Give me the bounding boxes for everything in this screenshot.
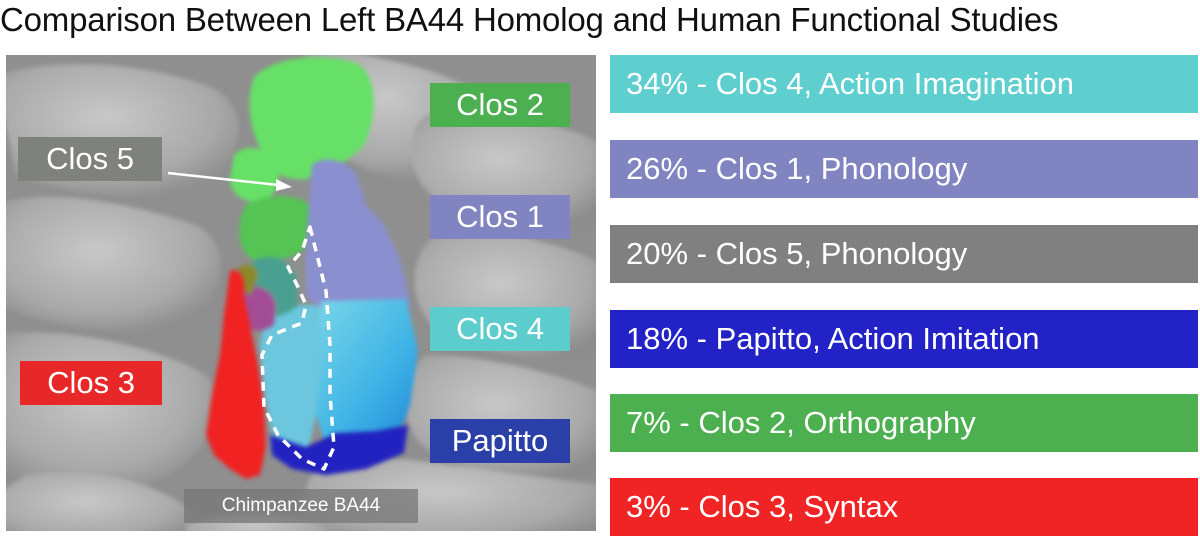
callout-clos1: Clos 1 (430, 195, 570, 239)
clos5-arrow (167, 171, 292, 191)
region-clos2 (230, 57, 374, 262)
callout-papitto: Papitto (430, 419, 570, 463)
legend-item-clos4: 34% - Clos 4, Action Imagination (610, 55, 1198, 113)
callout-clos4: Clos 4 (430, 307, 570, 351)
legend-item-clos2: 7% - Clos 2, Orthography (610, 394, 1198, 452)
legend-item-clos3: 3% - Clos 3, Syntax (610, 478, 1198, 536)
ba44-dashed-outline (260, 225, 336, 471)
legend-item-clos1: 26% - Clos 1, Phonology (610, 140, 1198, 198)
brain-surface-image: Clos 2 Clos 5 Clos 1 Clos 4 Clos 3 Papit… (6, 55, 596, 531)
legend-item-papitto: 18% - Papitto, Action Imitation (610, 310, 1198, 368)
callout-clos2: Clos 2 (430, 83, 570, 127)
chimpanzee-ba44-label: Chimpanzee BA44 (184, 489, 418, 523)
region-papitto (270, 425, 408, 475)
callout-clos3: Clos 3 (20, 361, 162, 405)
legend-item-clos5: 20% - Clos 5, Phonology (610, 225, 1198, 283)
region-clos4 (260, 299, 418, 459)
callout-clos5: Clos 5 (18, 137, 162, 181)
figure-title: Comparison Between Left BA44 Homolog and… (0, 1, 1059, 38)
region-clos1 (306, 159, 410, 317)
region-clos3 (206, 270, 266, 479)
